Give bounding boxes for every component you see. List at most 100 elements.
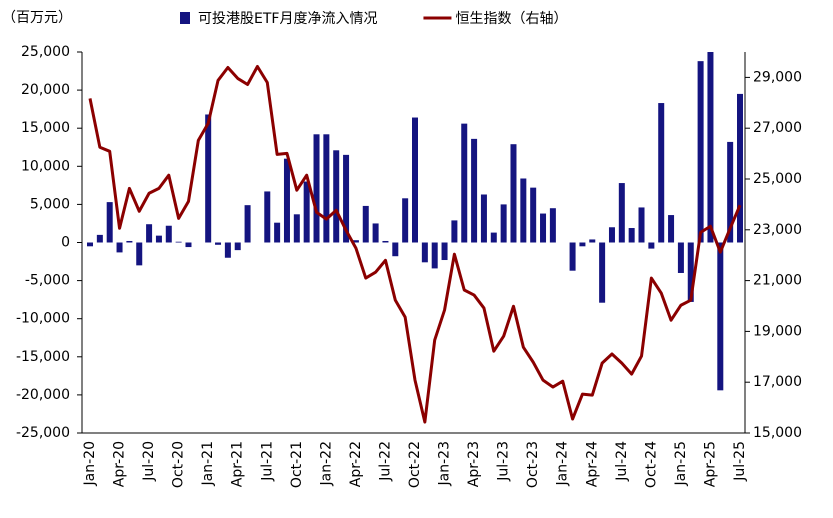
bar <box>421 242 428 263</box>
bar <box>116 242 123 253</box>
bar <box>205 114 212 243</box>
bar <box>392 242 399 257</box>
y-tick-label: -25,000 <box>16 425 70 441</box>
bar <box>687 242 694 302</box>
y-tick-label: -5,000 <box>25 273 70 289</box>
bar <box>313 134 320 243</box>
bar <box>451 220 458 243</box>
bar <box>579 242 586 247</box>
bar <box>412 117 418 243</box>
bar <box>638 207 645 243</box>
y2-tick-label: 23,000 <box>753 222 802 238</box>
bar <box>126 240 133 243</box>
bar <box>569 242 576 271</box>
bar <box>352 240 359 243</box>
bar <box>362 205 369 243</box>
x-tick-label: Jul-20 <box>141 441 157 482</box>
bar <box>215 242 222 245</box>
x-tick-label: Apr-21 <box>230 441 246 487</box>
bar <box>648 242 655 249</box>
bar <box>471 138 478 243</box>
y2-tick-label: 21,000 <box>753 273 802 289</box>
bar <box>96 234 103 243</box>
bar <box>608 227 615 243</box>
bar <box>431 242 438 269</box>
x-tick-label: Apr-24 <box>584 441 600 487</box>
bar <box>333 150 340 243</box>
x-tick-label: Jul-22 <box>377 441 393 482</box>
bar <box>520 178 527 243</box>
bar <box>264 191 271 243</box>
y-tick-label: 25,000 <box>21 44 70 60</box>
bar <box>500 204 507 243</box>
y-tick-label: 5,000 <box>30 196 70 212</box>
bar <box>707 52 714 243</box>
y2-tick-label: 27,000 <box>753 120 802 136</box>
x-tick-label: Jul-23 <box>496 441 512 482</box>
bar <box>658 103 665 243</box>
bar <box>244 205 251 243</box>
bar <box>540 213 547 243</box>
bar <box>461 123 468 243</box>
y2-tick-label: 25,000 <box>753 171 802 187</box>
x-tick-label: Jul-25 <box>732 441 748 482</box>
x-tick-label: Oct-20 <box>171 441 187 488</box>
y-tick-label: -15,000 <box>16 349 70 365</box>
bar <box>274 222 281 243</box>
x-tick-label: Apr-20 <box>112 441 128 487</box>
bar <box>668 215 675 243</box>
y-tick-label: 15,000 <box>21 120 70 136</box>
x-tick-label: Jan-24 <box>555 441 571 487</box>
x-tick-label: Apr-25 <box>702 441 718 487</box>
bar <box>343 154 350 243</box>
bar <box>303 181 310 243</box>
bar <box>382 240 389 243</box>
bar <box>136 242 143 266</box>
bar <box>737 93 743 243</box>
x-tick-label: Oct-23 <box>525 441 541 488</box>
x-tick-label: Jan-25 <box>673 441 689 486</box>
x-tick-label: Jan-22 <box>318 441 334 486</box>
bar <box>717 242 724 391</box>
x-tick-label: Jan-23 <box>437 441 453 486</box>
x-tick-label: Oct-22 <box>407 441 423 488</box>
x-tick-label: Jan-20 <box>82 441 98 486</box>
y2-tick-label: 17,000 <box>753 374 802 390</box>
x-tick-label: Oct-24 <box>643 441 659 488</box>
x-tick-label: Jan-21 <box>200 441 216 486</box>
bar <box>530 187 537 243</box>
bar <box>677 242 684 273</box>
bar <box>727 141 734 243</box>
bar <box>372 223 379 243</box>
bar <box>185 242 192 248</box>
x-tick-label: Oct-21 <box>289 441 305 488</box>
bar <box>87 242 93 247</box>
x-tick-label: Jul-21 <box>259 441 275 482</box>
y-tick-label: 10,000 <box>21 158 70 174</box>
bar <box>549 208 556 243</box>
y2-tick-label: 15,000 <box>753 425 802 441</box>
bar <box>146 224 153 243</box>
bar <box>490 232 497 243</box>
bar <box>283 158 290 243</box>
legend-label: 恒生指数（右轴） <box>455 11 567 27</box>
bar <box>224 242 231 258</box>
bar <box>599 242 606 303</box>
bar <box>165 225 172 243</box>
bar <box>106 202 113 243</box>
line <box>88 64 742 424</box>
bar <box>628 228 635 243</box>
y2-tick-label: 29,000 <box>753 69 802 85</box>
bar <box>618 183 625 243</box>
bar <box>697 61 704 243</box>
bar <box>234 242 241 251</box>
bar <box>402 198 409 243</box>
y-tick-label: 20,000 <box>21 82 70 98</box>
bar <box>323 134 330 243</box>
bar <box>480 194 487 243</box>
bar <box>589 239 596 243</box>
x-tick-label: Apr-22 <box>348 441 364 487</box>
legend-swatch <box>180 12 190 24</box>
x-tick-label: Jul-24 <box>614 441 630 482</box>
